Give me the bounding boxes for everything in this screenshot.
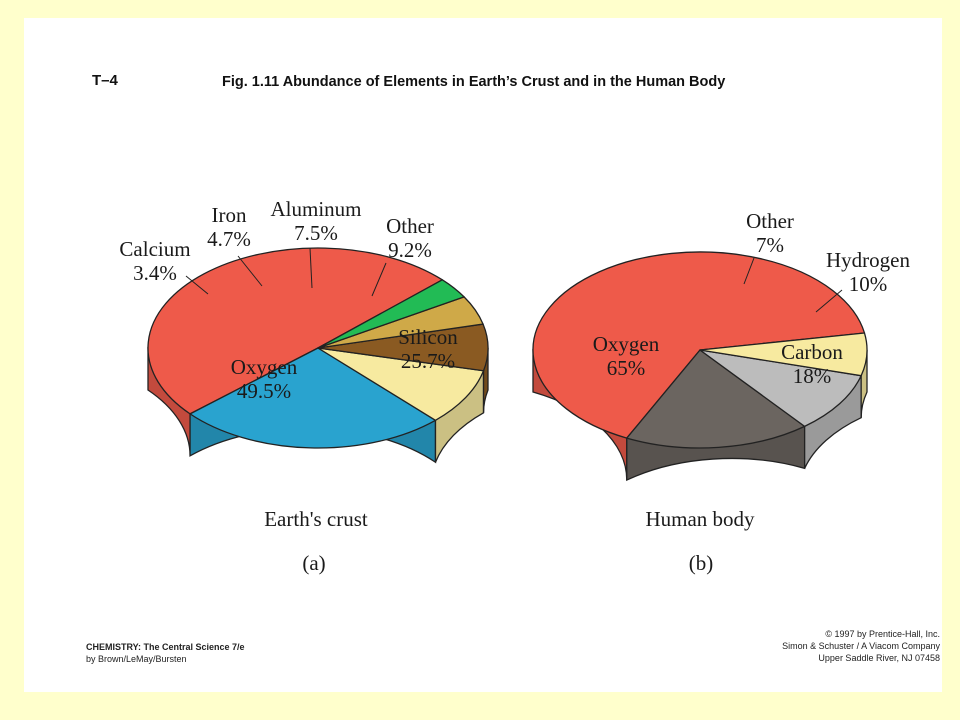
- slice-value-label: 10%: [849, 272, 888, 296]
- chart-title: Human body: [645, 507, 755, 531]
- footer-copyright-info: © 1997 by Prentice-Hall, Inc. Simon & Sc…: [782, 628, 940, 664]
- pie-slice-other: [317, 347, 485, 421]
- slice-value-label: 18%: [793, 364, 832, 388]
- leader-line: [309, 247, 313, 289]
- slice-value-label: 9.2%: [388, 238, 432, 262]
- slice-value-label: 3.4%: [133, 261, 177, 285]
- footer-address: Upper Saddle River, NJ 07458: [818, 653, 940, 663]
- leader-line: [237, 255, 263, 287]
- pie-slice-other: [699, 332, 868, 377]
- slice-name-label: Hydrogen: [826, 248, 910, 272]
- slice-name-label: Aluminum: [270, 197, 361, 221]
- pie-slice-oxygen: [532, 251, 866, 439]
- transparency-code: T–4: [92, 72, 118, 89]
- slice-value-label: 65%: [607, 356, 646, 380]
- slice-name-label: Oxygen: [593, 332, 660, 356]
- slice-value-label: 7.5%: [294, 221, 338, 245]
- leader-line: [743, 257, 755, 285]
- pie-slice-hydrogen: [699, 349, 862, 428]
- slice-value-label: 7%: [756, 233, 784, 257]
- pie-slice-calcium: [317, 279, 465, 349]
- leader-line: [185, 275, 209, 295]
- slice-name-label: Oxygen: [231, 355, 298, 379]
- slice-name-label: Silicon: [398, 325, 458, 349]
- slice-value-label: 4.7%: [207, 227, 251, 251]
- slice-value-label: 49.5%: [237, 379, 291, 403]
- slice-name-label: Other: [386, 214, 434, 238]
- slice-value-label: 25.7%: [401, 349, 455, 373]
- slice-name-label: Calcium: [119, 237, 190, 261]
- slice-name-label: Carbon: [781, 340, 843, 364]
- pie-slice-silicon: [189, 347, 437, 449]
- footer-book-info: CHEMISTRY: The Central Science 7/e by Br…: [86, 641, 245, 665]
- leader-line: [371, 262, 387, 297]
- figure-title: Fig. 1.11 Abundance of Elements in Earth…: [222, 74, 726, 90]
- footer-copyright: © 1997 by Prentice-Hall, Inc.: [825, 629, 940, 639]
- chart-title: Earth's crust: [264, 507, 368, 531]
- pie-slice-carbon: [626, 349, 806, 449]
- panel-label: (a): [302, 551, 325, 575]
- slice-name-label: Other: [746, 209, 794, 233]
- footer-book-title: CHEMISTRY: The Central Science 7/e: [86, 642, 245, 652]
- panel-label: (b): [689, 551, 714, 575]
- slice-name-label: Iron: [212, 203, 247, 227]
- footer-authors: by Brown/LeMay/Bursten: [86, 654, 187, 664]
- pie-slice-oxygen: [147, 247, 443, 415]
- leader-line: [815, 289, 843, 313]
- footer-publisher: Simon & Schuster / A Viacom Company: [782, 641, 940, 651]
